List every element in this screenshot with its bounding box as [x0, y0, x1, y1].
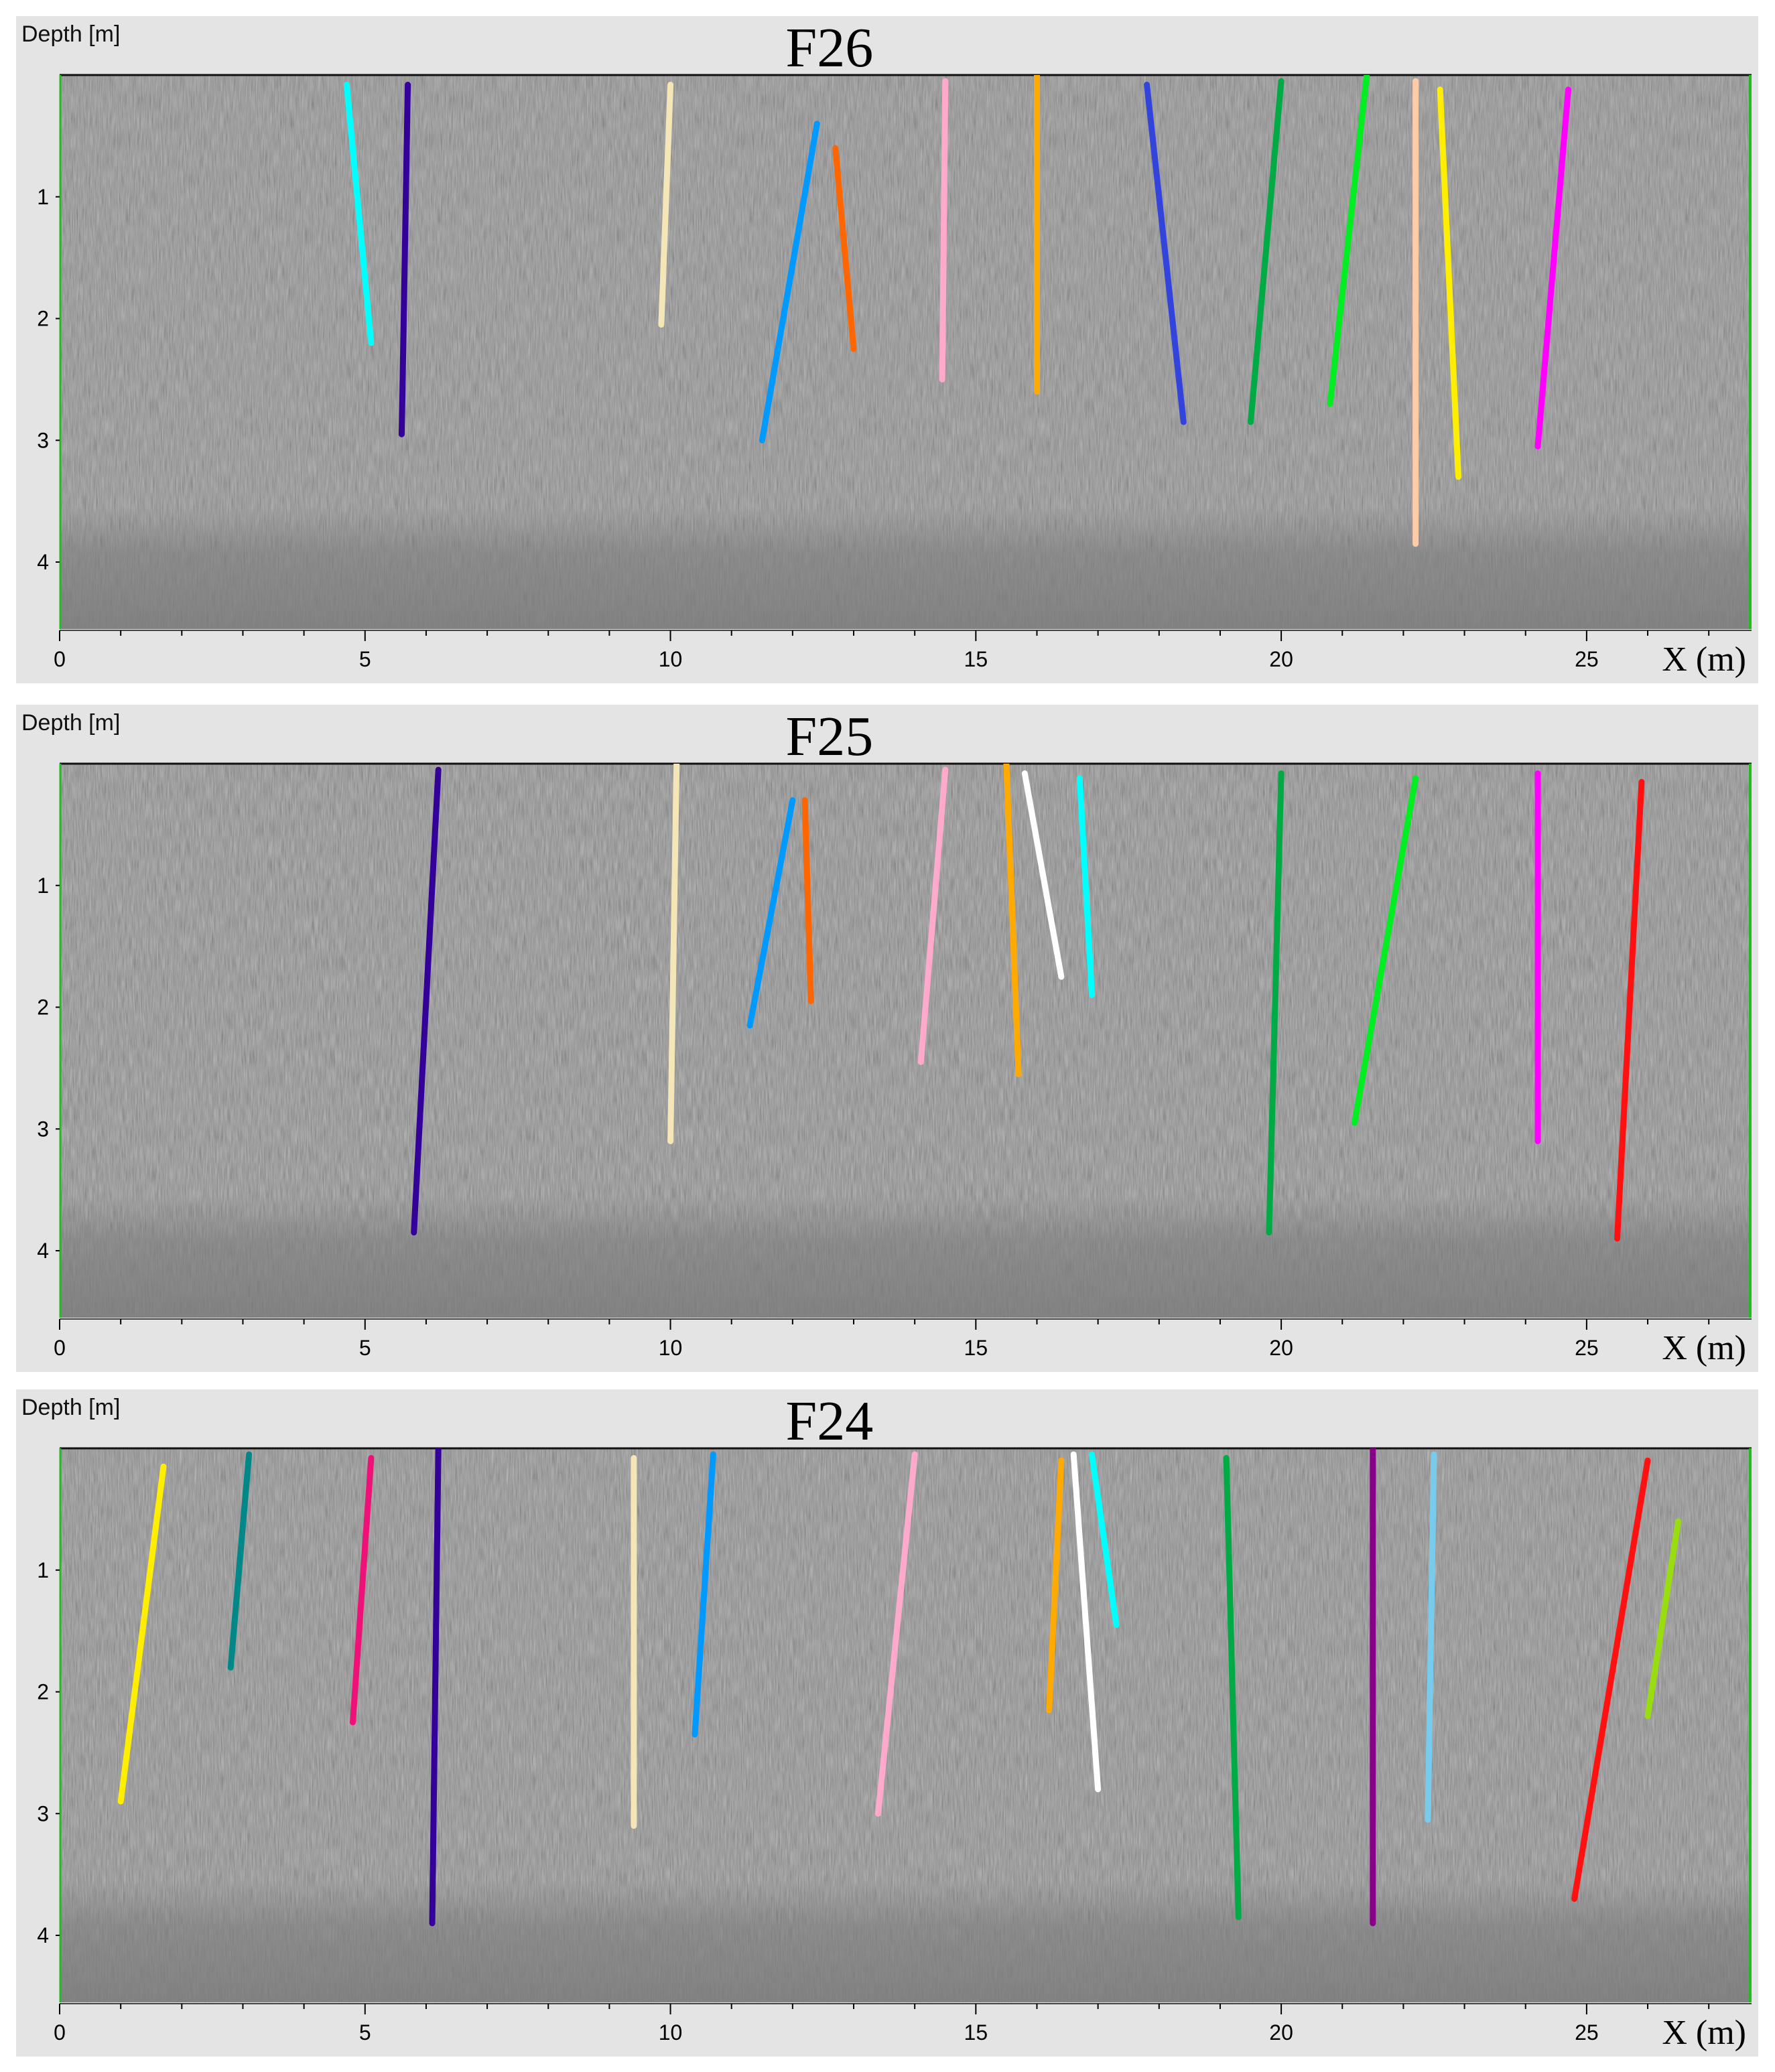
x-tick-label: 25: [1575, 647, 1599, 671]
x-tick-label: 15: [964, 1336, 988, 1360]
y-tick-label: 1: [37, 185, 49, 209]
x-axis-label: X (m): [1662, 640, 1746, 679]
x-tick-label: 25: [1575, 2020, 1599, 2045]
fracture-lines: [411, 764, 1645, 1242]
radargram-panel-f25: Depth [m] F25 1 2 3 4 0 5 10 15 20 25 X (m): [16, 705, 1758, 1372]
chart-title: F25: [786, 705, 874, 768]
y-tick-label: 4: [37, 1239, 49, 1263]
fracture-line: [227, 1451, 253, 1671]
radargram-deep-fade: [60, 764, 1752, 1318]
x-axis-label: X (m): [1662, 2014, 1746, 2052]
x-tick-label: 10: [659, 647, 683, 671]
x-tick-label: 15: [964, 2020, 988, 2045]
fracture-line: [658, 82, 674, 328]
fracture-line: [1248, 78, 1285, 425]
fracture-line: [1352, 775, 1419, 1126]
y-tick-label: 3: [37, 428, 49, 452]
y-tick-label: 2: [37, 307, 49, 331]
fracture-line: [1223, 1455, 1242, 1921]
fracture-line: [1021, 770, 1065, 980]
fracture-line: [411, 766, 442, 1236]
fracture-line: [692, 1451, 716, 1738]
radargram-deep-fade: [60, 75, 1752, 629]
fracture-line: [801, 797, 814, 1004]
x-tick-label: 0: [54, 1336, 66, 1360]
radargram-panel-f24: Depth [m] F24 1 2 3 4 0 5 10 15 20 25 X (m): [16, 1389, 1758, 2057]
x-tick-label: 5: [359, 647, 371, 671]
fracture-line: [1266, 770, 1285, 1236]
fracture-line: [1425, 1451, 1437, 1823]
chart-title: F26: [786, 17, 874, 79]
fracture-line: [759, 121, 820, 443]
x-tick-label: 10: [659, 2020, 683, 2045]
fracture-line: [1327, 75, 1370, 407]
x-tick-label: 5: [359, 1336, 371, 1360]
fracture-line: [429, 1448, 442, 1927]
chart-f26: Depth [m] F26 1 2 3 4 0 5 10 15 20 25 X (m): [21, 17, 1752, 679]
fracture-line: [1144, 82, 1187, 425]
fracture-line: [1070, 1451, 1102, 1793]
x-tick-label: 20: [1269, 647, 1293, 671]
x-axis-label: X (m): [1662, 1329, 1746, 1367]
fracture-line: [1076, 775, 1095, 998]
fracture-line: [117, 1463, 167, 1805]
x-tick-label: 0: [54, 2020, 66, 2045]
fracture-line: [917, 766, 949, 1065]
fracture-lines: [117, 1448, 1682, 1927]
x-tick-label: 5: [359, 2020, 371, 2045]
fracture-line: [1614, 778, 1645, 1242]
fracture-line: [746, 797, 796, 1029]
chart-title: F24: [786, 1390, 874, 1452]
fracture-line: [399, 82, 411, 437]
fracture-line: [667, 764, 680, 1144]
radargram-panel-f26: Depth [m] F26 1 2 3 4 0 5 10 15 20 25 X (m): [16, 16, 1758, 683]
fracture-line: [1437, 86, 1461, 480]
y-tick-label: 2: [37, 1680, 49, 1704]
y-axis-label: Depth [m]: [21, 710, 120, 736]
x-tick-label: 15: [964, 647, 988, 671]
y-tick-label: 4: [37, 550, 49, 574]
y-tick-label: 3: [37, 1117, 49, 1141]
fracture-line: [939, 78, 949, 383]
fracture-line: [1046, 1457, 1065, 1714]
x-tick-label: 10: [659, 1336, 683, 1360]
fracture-line: [1089, 1451, 1120, 1628]
y-tick-label: 1: [37, 1558, 49, 1582]
x-tick-label: 20: [1269, 2020, 1293, 2045]
x-tick-label: 25: [1575, 1336, 1599, 1360]
y-tick-label: 2: [37, 995, 49, 1020]
chart-f25: Depth [m] F25 1 2 3 4 0 5 10 15 20 25 X (m): [21, 705, 1752, 1367]
fracture-line: [1534, 86, 1571, 450]
y-tick-label: 1: [37, 874, 49, 898]
fracture-line: [1644, 1518, 1682, 1720]
fracture-line: [875, 1451, 918, 1817]
y-tick-label: 3: [37, 1801, 49, 1825]
x-tick-label: 20: [1269, 1336, 1293, 1360]
fracture-line: [343, 82, 375, 346]
fracture-line: [350, 1455, 375, 1726]
fracture-line: [1571, 1457, 1651, 1902]
fracture-line: [832, 145, 857, 352]
fracture-line: [1003, 764, 1022, 1077]
x-tick-label: 0: [54, 647, 66, 671]
fracture-lines: [343, 75, 1571, 547]
y-axis-label: Depth [m]: [21, 1395, 120, 1420]
y-axis-label: Depth [m]: [21, 21, 120, 47]
y-tick-label: 4: [37, 1923, 49, 1947]
chart-f24: Depth [m] F24 1 2 3 4 0 5 10 15 20 25 X (m): [21, 1390, 1752, 2052]
